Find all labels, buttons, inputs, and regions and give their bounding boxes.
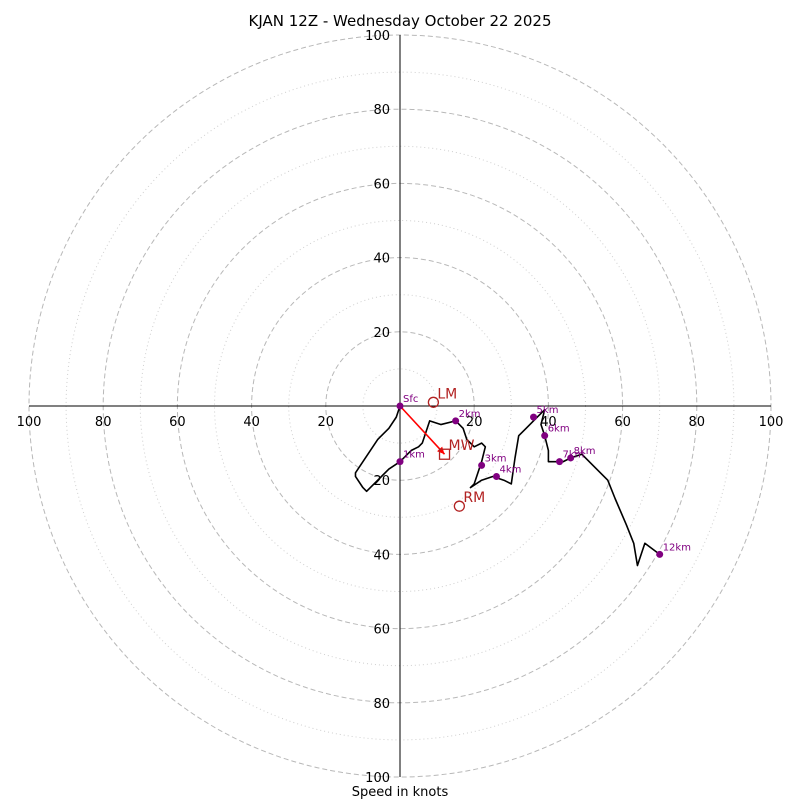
- tick-label: 20: [373, 326, 390, 341]
- height-marker-label: 1km: [403, 450, 425, 461]
- height-marker-label: 8km: [574, 446, 596, 457]
- height-marker: [530, 413, 538, 421]
- storm-motion-marker: [438, 448, 451, 460]
- storm-motion-marker: [453, 500, 466, 512]
- tick-label: 80: [95, 415, 112, 430]
- tick-label: 60: [373, 177, 390, 192]
- tick-labels-bottom: 20 40 60 80 100: [365, 474, 390, 786]
- height-marker: [656, 550, 664, 558]
- height-marker-label: 5km: [537, 405, 559, 416]
- height-marker-label: 2km: [459, 409, 481, 420]
- tick-label: 60: [169, 415, 186, 430]
- tick-label: 40: [373, 548, 390, 563]
- height-marker: [396, 458, 404, 466]
- storm-motion-label: MW: [449, 438, 475, 454]
- height-marker-label: 6km: [548, 424, 570, 435]
- tick-label: 40: [373, 252, 390, 267]
- storm-motion-label: RM: [463, 490, 485, 506]
- height-marker: [556, 458, 564, 466]
- tick-label: 100: [365, 29, 390, 44]
- tick-label: 80: [689, 415, 706, 430]
- chart-title: KJAN 12Z - Wednesday October 22 2025: [249, 12, 552, 30]
- mean-wind-vector-group: [399, 405, 446, 455]
- height-marker: [478, 461, 486, 469]
- tick-labels-top: 100 80 60 40 20: [365, 29, 390, 341]
- height-marker-label: 12km: [663, 542, 691, 553]
- tick-label: 40: [540, 415, 557, 430]
- tick-labels-right: 20 40 60 80 100: [466, 415, 783, 430]
- height-marker-label: Sfc: [403, 394, 418, 405]
- tick-label: 80: [373, 697, 390, 712]
- tick-labels-left: 100 80 60 40 20: [17, 415, 334, 430]
- storm-motion-markers: LM MW RM: [427, 386, 485, 512]
- storm-motion-marker: [427, 396, 440, 408]
- height-marker-label: 3km: [485, 453, 507, 464]
- tick-label: 60: [614, 415, 631, 430]
- height-marker: [452, 417, 460, 425]
- height-marker: [567, 454, 575, 462]
- height-marker-label: 7km: [563, 450, 585, 461]
- x-axis-label: Speed in knots: [352, 785, 449, 800]
- tick-label: 60: [373, 623, 390, 638]
- tick-label: 100: [759, 415, 784, 430]
- storm-motion-label: LM: [437, 386, 457, 402]
- tick-label: 20: [318, 415, 335, 430]
- height-marker-label: 4km: [499, 464, 521, 475]
- tick-label: 20: [466, 415, 483, 430]
- mean-wind-arrowhead: [437, 446, 445, 455]
- tick-label: 100: [365, 771, 390, 786]
- tick-label: 80: [373, 103, 390, 118]
- height-marker: [396, 402, 404, 410]
- mean-wind-vector: [399, 405, 446, 455]
- tick-label: 40: [243, 415, 260, 430]
- tick-label: 20: [373, 474, 390, 489]
- height-marker: [541, 432, 549, 440]
- tick-label: 100: [17, 415, 42, 430]
- height-marker: [492, 472, 500, 480]
